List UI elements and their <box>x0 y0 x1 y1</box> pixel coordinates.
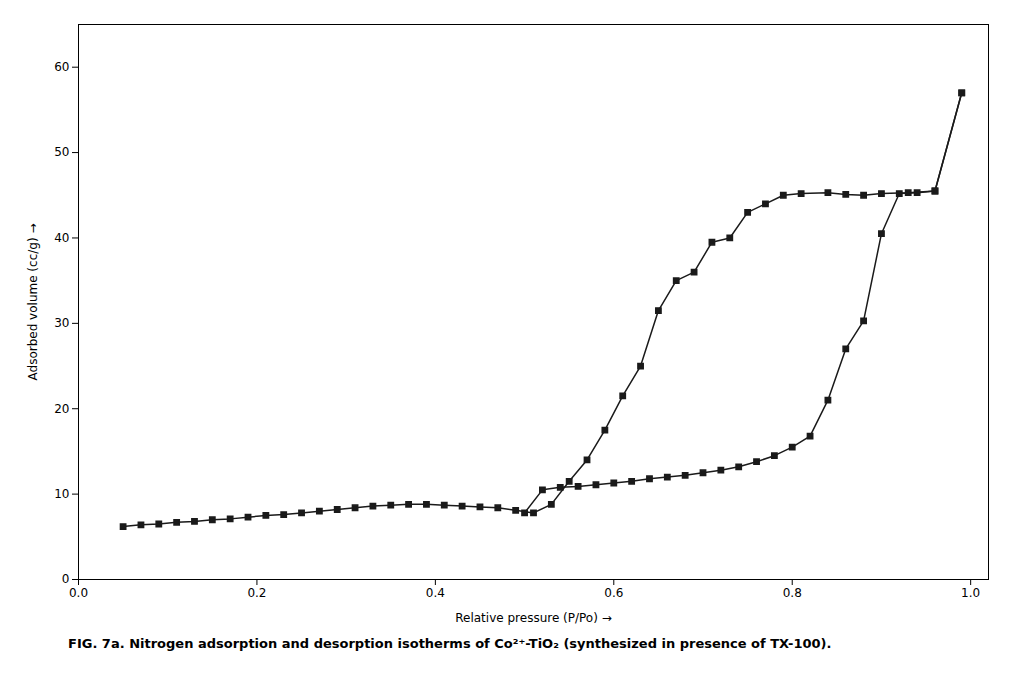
svg-text:0.4: 0.4 <box>426 586 445 600</box>
svg-text:Adsorbed volume (cc/g) →: Adsorbed volume (cc/g) → <box>26 224 40 381</box>
html-text:FIG. 7a. Nitrogen adsorption a: FIG. 7a. Nitrogen adsorption and desorpt… <box>68 636 832 651</box>
svg-text:30: 30 <box>54 316 69 330</box>
svg-text:0: 0 <box>62 572 70 586</box>
svg-text:0.2: 0.2 <box>247 586 266 600</box>
svg-text:60: 60 <box>54 60 69 74</box>
svg-text:Relative pressure (P/Po) →: Relative pressure (P/Po) → <box>455 611 612 625</box>
svg-text:50: 50 <box>54 145 69 159</box>
svg-text:0.6: 0.6 <box>604 586 623 600</box>
svg-text:40: 40 <box>54 231 69 245</box>
svg-text:0.8: 0.8 <box>783 586 802 600</box>
svg-text:1.0: 1.0 <box>961 586 980 600</box>
svg-text:0.0: 0.0 <box>69 586 88 600</box>
svg-text:10: 10 <box>54 487 69 501</box>
svg-text:20: 20 <box>54 402 69 416</box>
